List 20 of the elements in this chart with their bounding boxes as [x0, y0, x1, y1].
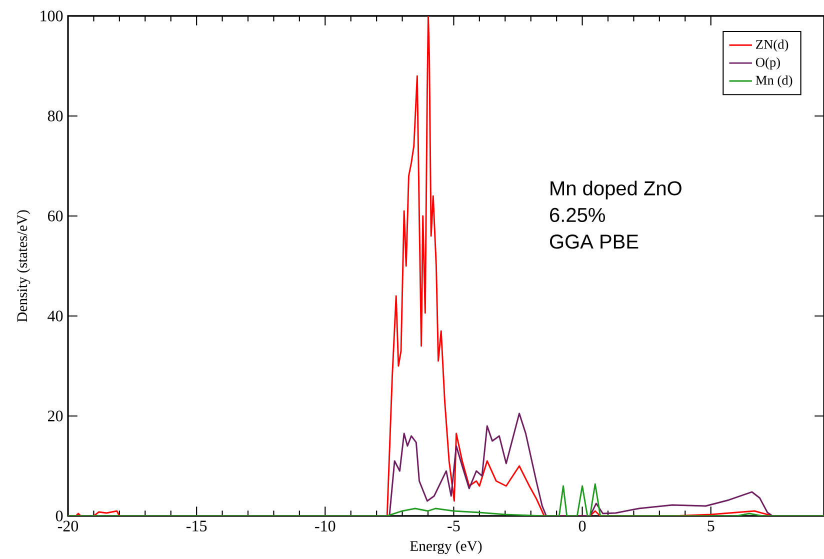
legend-label: O(p) [756, 57, 780, 70]
x-tick-label: -20 [58, 520, 78, 532]
legend-label: Mn (d) [756, 75, 792, 88]
annotation: Mn doped ZnO [550, 180, 682, 200]
annotation: 6.25% [550, 208, 605, 222]
legend-label: ZN(d) [756, 40, 788, 52]
x-tick-label: -15 [186, 520, 207, 532]
y-tick-label: 20 [48, 410, 63, 422]
y-tick-label: 60 [48, 210, 63, 222]
y-axis-title: Density (states/eV) [16, 210, 30, 322]
y-tick-label: 0 [56, 510, 63, 522]
x-axis-title: Energy (eV) [410, 540, 482, 554]
x-tick-label: 5 [708, 520, 714, 532]
x-tick-label: -5 [448, 520, 460, 532]
annotation: GGA PBE [550, 234, 638, 249]
y-tick-label: 100 [40, 10, 63, 22]
x-tick-label: -10 [315, 520, 336, 532]
y-tick-label: 80 [48, 110, 63, 122]
x-tick-label: 0 [578, 520, 586, 532]
y-tick-label: 40 [48, 310, 63, 322]
